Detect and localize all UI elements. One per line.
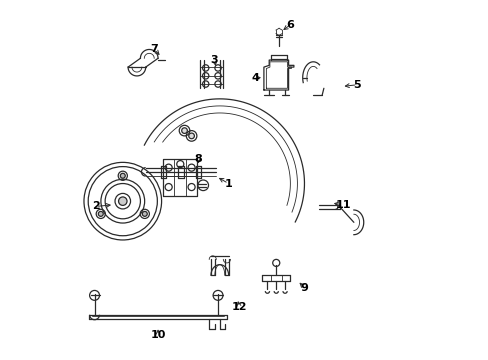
- Text: 7: 7: [150, 45, 158, 54]
- Text: 10: 10: [150, 330, 165, 340]
- Text: 1: 1: [224, 179, 232, 189]
- Circle shape: [142, 211, 147, 216]
- Circle shape: [182, 128, 187, 134]
- Text: 11: 11: [335, 200, 350, 210]
- Text: 12: 12: [231, 302, 246, 312]
- Circle shape: [98, 211, 103, 216]
- Text: 2: 2: [92, 202, 99, 211]
- Text: 5: 5: [353, 80, 361, 90]
- Text: 8: 8: [194, 154, 202, 164]
- Text: 4: 4: [251, 73, 259, 83]
- Text: 6: 6: [286, 20, 294, 30]
- Text: 9: 9: [300, 283, 308, 293]
- Circle shape: [188, 133, 194, 139]
- Circle shape: [120, 173, 125, 178]
- Circle shape: [118, 197, 127, 206]
- Text: 3: 3: [210, 55, 218, 65]
